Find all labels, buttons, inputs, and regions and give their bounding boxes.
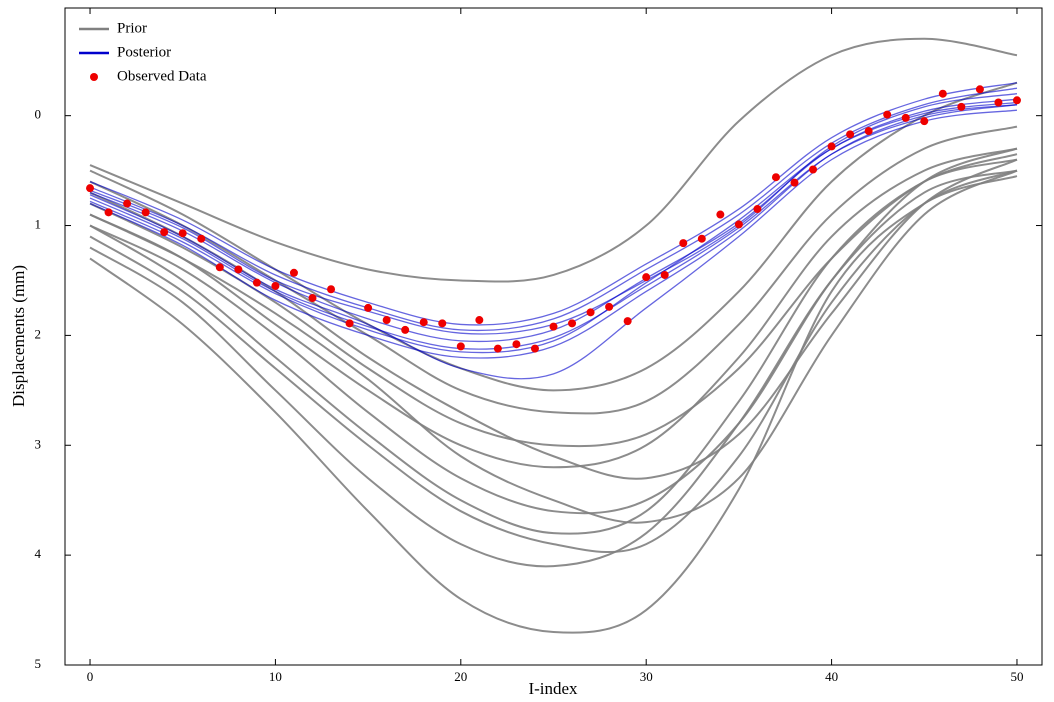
observed-point	[364, 303, 373, 312]
observed-point	[697, 234, 706, 243]
posterior-curve	[89, 109, 1018, 380]
observed-point	[327, 285, 336, 294]
observed-point	[623, 317, 632, 326]
observed-point	[512, 340, 521, 349]
plot-area	[86, 37, 1021, 634]
observed-point	[234, 265, 243, 274]
posterior-curve	[89, 98, 1018, 343]
plot-frame	[64, 7, 1043, 666]
observed-point	[252, 278, 261, 287]
posterior-curve	[89, 101, 1018, 354]
observed-point	[289, 268, 298, 277]
observed-point	[160, 228, 169, 237]
observed-point	[438, 319, 447, 328]
observed-point	[123, 199, 132, 208]
observed-point	[215, 263, 224, 272]
observed-point	[1012, 96, 1021, 105]
observed-point	[938, 89, 947, 98]
y-tick-label: 4	[35, 546, 42, 561]
observed-point	[716, 210, 725, 219]
x-tick-label: 0	[87, 669, 94, 684]
observed-point	[846, 130, 855, 139]
observed-point	[419, 318, 428, 327]
prior-curve	[89, 37, 1018, 283]
observed-point	[197, 234, 206, 243]
prior-curve	[89, 169, 1018, 568]
observed-point	[568, 319, 577, 328]
y-tick-label: 2	[35, 326, 42, 341]
observed-point	[178, 229, 187, 238]
observed-point	[883, 110, 892, 119]
observed-point	[642, 273, 651, 282]
observed-point	[493, 344, 502, 353]
prior-curve	[89, 175, 1018, 634]
legend-label: Observed Data	[117, 68, 207, 84]
x-tick-label: 20	[454, 669, 467, 684]
posterior-curve	[89, 87, 1018, 332]
observed-point	[605, 302, 614, 311]
observed-point	[104, 208, 113, 217]
y-tick-label: 1	[35, 217, 42, 232]
posterior-curve	[89, 104, 1018, 359]
observed-point	[901, 113, 910, 122]
observed-point	[753, 205, 762, 214]
prior-curve	[89, 147, 1018, 515]
observed-point	[345, 319, 354, 328]
x-tick-label: 30	[640, 669, 653, 684]
observed-point	[86, 184, 95, 193]
x-tick-label: 10	[269, 669, 282, 684]
x-axis-label: I-index	[528, 679, 578, 698]
observed-point	[530, 344, 539, 353]
observed-point	[586, 308, 595, 317]
observed-point	[790, 178, 799, 187]
observed-point	[660, 270, 669, 279]
legend-label: Prior	[117, 20, 147, 36]
prior-curve	[89, 169, 1018, 554]
observed-point	[994, 98, 1003, 107]
prior-curve	[89, 169, 1018, 524]
observed-point	[827, 142, 836, 151]
prior-curve	[89, 81, 1018, 392]
prior-curve	[89, 125, 1018, 415]
legend-label: Posterior	[117, 44, 171, 60]
observed-point	[809, 165, 818, 174]
y-tick-label: 5	[35, 656, 42, 671]
observed-point	[141, 208, 150, 217]
x-tick-label: 40	[825, 669, 838, 684]
observed-point	[456, 342, 465, 351]
posterior-curve	[89, 82, 1018, 326]
observed-point	[975, 85, 984, 94]
observed-point	[308, 294, 317, 303]
observed-point	[957, 102, 966, 111]
y-axis-label: Displacements (mm)	[9, 265, 28, 407]
posterior-curve	[89, 104, 1018, 350]
legend-swatch	[90, 73, 98, 81]
y-tick-label: 3	[35, 436, 42, 451]
observed-point	[771, 173, 780, 182]
observed-point	[401, 325, 410, 334]
observed-point	[549, 322, 558, 331]
observed-point	[271, 281, 280, 290]
prior-curve	[89, 158, 1018, 535]
observed-point	[679, 239, 688, 248]
posterior-curve	[89, 93, 1018, 335]
observed-point	[920, 117, 929, 126]
observed-point	[864, 127, 873, 136]
observed-point	[734, 220, 743, 229]
observed-point	[382, 316, 391, 325]
observed-point	[475, 316, 484, 325]
x-tick-label: 50	[1010, 669, 1023, 684]
y-tick-label: 0	[35, 107, 42, 122]
prior-curve	[89, 147, 1018, 469]
